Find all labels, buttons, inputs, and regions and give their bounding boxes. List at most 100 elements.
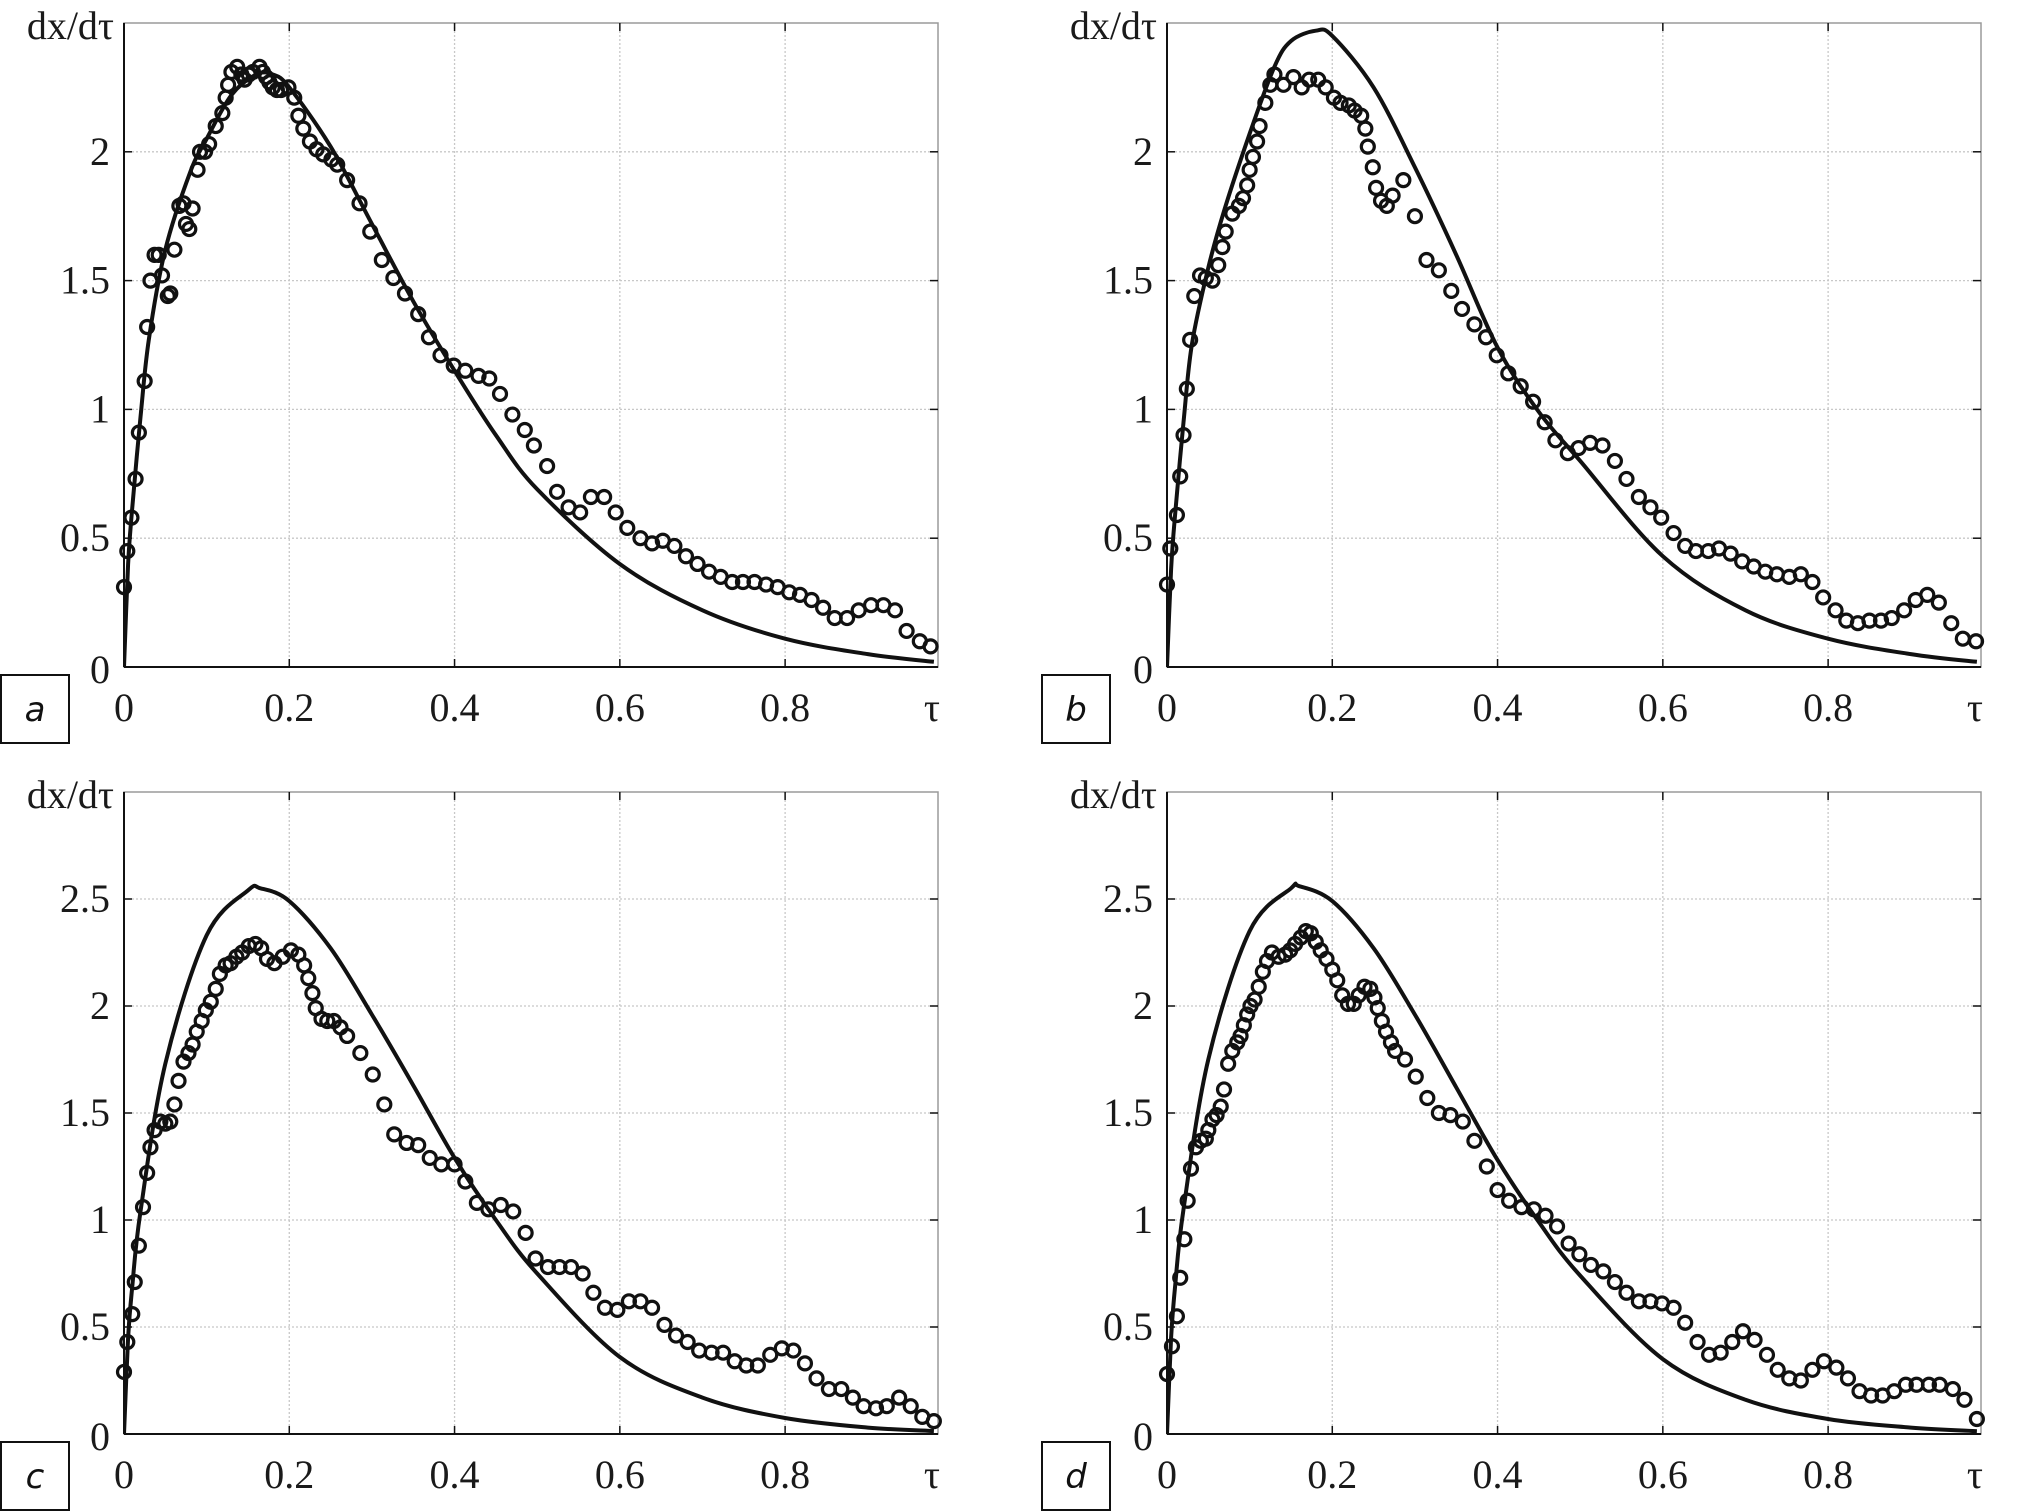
data-point (1367, 179, 1385, 196)
data-point (1883, 609, 1900, 627)
data-point (1220, 1055, 1237, 1072)
x-tick-label: 0.2 (1307, 685, 1357, 730)
experimental-points (115, 58, 939, 655)
data-point (352, 1044, 369, 1062)
data-point (159, 287, 176, 305)
data-point (296, 957, 313, 974)
panel-d: 0 0.2 0.4 0.6 0.8 0 0.5 1 1.5 2 2.5 τ dx/dτ d (1041, 772, 1985, 1511)
y-tick-label: 2.5 (1103, 876, 1153, 921)
y-axis-label: dx/dτ (1070, 772, 1157, 817)
data-point (386, 1126, 403, 1143)
data-point (1919, 586, 1936, 603)
data-point (1158, 576, 1176, 593)
data-point (1606, 452, 1624, 470)
data-point (1172, 1269, 1189, 1286)
data-point (1828, 1359, 1845, 1376)
data-point (1734, 1323, 1752, 1340)
y-tick-label: 0 (90, 647, 110, 692)
x-tick-label: 0 (1157, 685, 1177, 730)
data-point (504, 406, 521, 423)
experimental-points (1158, 922, 1985, 1428)
data-point (1317, 79, 1334, 96)
panel-a: 0 0.2 0.4 0.6 0.8 0 0.5 1 1.5 2 τ dx/dτ a (0, 3, 940, 744)
data-point (1208, 1107, 1225, 1124)
data-point (1454, 1113, 1471, 1130)
data-point (1419, 1089, 1436, 1107)
x-tick-label: 0.6 (1638, 1452, 1688, 1497)
x-axis-label: τ (924, 1452, 940, 1497)
data-point (1930, 594, 1947, 611)
data-point (667, 1327, 685, 1344)
data-point (724, 573, 741, 591)
panel-label-box (1041, 1441, 1111, 1511)
data-point (1275, 76, 1292, 93)
y-tick-label: 0 (90, 1414, 110, 1459)
y-tick-label: 0 (1133, 647, 1153, 692)
data-point (891, 1389, 908, 1406)
data-point (130, 1237, 147, 1254)
y-tick-label: 0.5 (1103, 1304, 1153, 1349)
data-point (300, 970, 317, 987)
y-tick-label: 0.5 (60, 1304, 110, 1349)
data-point (1241, 161, 1258, 178)
data-point (689, 555, 706, 573)
axes-frame (123, 22, 939, 668)
data-point (1244, 148, 1262, 166)
data-point (1804, 1361, 1821, 1378)
data-point (643, 1299, 661, 1316)
y-tick-label: 2 (1133, 129, 1153, 174)
data-point (1478, 1158, 1495, 1175)
x-tick-label: 0.6 (595, 1452, 645, 1497)
panel-label: b (1065, 690, 1087, 730)
data-point (1968, 1410, 1985, 1428)
x-tick-label: 0 (114, 1452, 134, 1497)
data-point (1560, 1235, 1577, 1252)
data-point (1204, 1111, 1221, 1128)
data-point (180, 1044, 197, 1062)
y-tick-label: 2.5 (60, 876, 110, 921)
data-point (481, 370, 498, 387)
data-point (304, 985, 321, 1002)
y-tick-label: 0.5 (60, 515, 110, 560)
data-point (867, 1400, 885, 1417)
data-point (457, 362, 474, 379)
data-point (1815, 1353, 1833, 1370)
data-point (1359, 138, 1376, 155)
experimental-points (1158, 66, 1985, 650)
data-point (572, 504, 589, 521)
y-tick-label: 2 (90, 129, 110, 174)
data-point (666, 537, 683, 555)
y-tick-label: 2 (90, 983, 110, 1028)
data-point (1443, 282, 1460, 300)
data-point (1248, 133, 1266, 150)
data-point (796, 1355, 814, 1372)
data-point (607, 504, 624, 521)
data-point (1239, 1006, 1256, 1023)
data-point (220, 76, 237, 93)
data-point (1548, 1218, 1566, 1235)
data-point (715, 1344, 732, 1361)
data-point (1804, 573, 1821, 591)
x-tick-label: 0.8 (1803, 685, 1853, 730)
data-point (886, 602, 904, 619)
x-tick-label: 0.2 (1307, 1452, 1357, 1497)
data-point (785, 1342, 802, 1359)
data-point (290, 107, 307, 124)
data-point (184, 200, 201, 217)
x-tick-label: 0.6 (1638, 685, 1688, 730)
data-point (1466, 1132, 1483, 1149)
y-axis-label: dx/dτ (1070, 3, 1157, 48)
data-point (574, 1265, 591, 1282)
x-tick-label: 0.8 (760, 1452, 810, 1497)
data-point (1362, 980, 1379, 997)
data-point (1956, 1391, 1973, 1408)
data-point (1396, 1051, 1414, 1068)
data-point (181, 220, 198, 238)
data-point (170, 1072, 187, 1090)
data-point (1582, 1256, 1600, 1274)
axes-frame (1166, 22, 1982, 668)
data-point (492, 1196, 509, 1214)
data-point (1943, 615, 1960, 632)
y-axis-label: dx/dτ (27, 772, 114, 817)
data-point (1466, 316, 1483, 333)
